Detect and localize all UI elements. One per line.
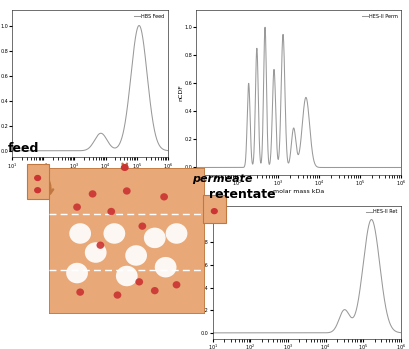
Circle shape (125, 245, 147, 266)
HES-II Ret (242, 331, 247, 335)
HES-II Ret (309, 331, 314, 335)
Y-axis label: nCDF: nCDF (178, 84, 183, 101)
HBS Feed (95, 134, 100, 138)
HES-II Perm (263, 30, 268, 34)
HES-II Perm (301, 105, 306, 109)
Circle shape (103, 223, 125, 244)
HES-II Perm (194, 165, 199, 170)
Circle shape (144, 228, 166, 248)
HES-II Perm (263, 25, 267, 29)
Circle shape (116, 266, 138, 286)
HES-II Perm (283, 98, 288, 102)
Legend: HBS Feed: HBS Feed (133, 13, 165, 20)
HBS Feed (36, 149, 41, 153)
Text: feed: feed (8, 142, 40, 155)
Circle shape (76, 288, 84, 296)
Legend: HES-II Ret: HES-II Ret (365, 208, 398, 215)
HES-II Perm (306, 107, 311, 112)
Line: HES-II Perm: HES-II Perm (196, 27, 401, 168)
Circle shape (73, 203, 81, 211)
X-axis label: molar mass kDa: molar mass kDa (273, 190, 324, 194)
Circle shape (89, 190, 97, 198)
Circle shape (155, 257, 177, 277)
HBS Feed (92, 139, 97, 143)
HES-II Ret (210, 331, 215, 335)
HES-II Ret (369, 217, 374, 222)
HBS Feed (77, 149, 82, 153)
Circle shape (97, 242, 104, 249)
HBS Feed (137, 23, 142, 28)
HES-II Perm (398, 165, 403, 170)
Circle shape (69, 223, 91, 244)
FancyBboxPatch shape (49, 168, 204, 314)
HBS Feed (30, 149, 35, 153)
HES-II Ret (313, 331, 318, 335)
Circle shape (166, 223, 187, 244)
HES-II Ret (292, 331, 297, 335)
Circle shape (85, 242, 107, 263)
HBS Feed (10, 149, 15, 153)
HES-II Perm (221, 165, 226, 170)
HBS Feed (165, 148, 170, 153)
HES-II Ret (274, 331, 279, 335)
Legend: HES-II Perm: HES-II Perm (361, 13, 398, 20)
Circle shape (138, 223, 146, 230)
X-axis label: molar mass kDa: molar mass kDa (64, 172, 116, 177)
Circle shape (160, 193, 168, 200)
Circle shape (173, 281, 180, 288)
Circle shape (135, 278, 143, 285)
Line: HES-II Ret: HES-II Ret (213, 220, 401, 333)
Text: retentate: retentate (209, 188, 275, 201)
HES-II Ret (235, 331, 240, 335)
Y-axis label: nCDF: nCDF (194, 264, 199, 281)
Circle shape (151, 287, 159, 294)
HBS Feed (62, 149, 67, 153)
Line: HBS Feed: HBS Feed (12, 25, 168, 151)
Circle shape (114, 291, 121, 299)
Text: permeate: permeate (192, 174, 253, 184)
HES-II Ret (398, 331, 403, 335)
Circle shape (107, 208, 115, 215)
HES-II Perm (228, 165, 233, 170)
Circle shape (123, 187, 131, 195)
Circle shape (66, 263, 88, 283)
